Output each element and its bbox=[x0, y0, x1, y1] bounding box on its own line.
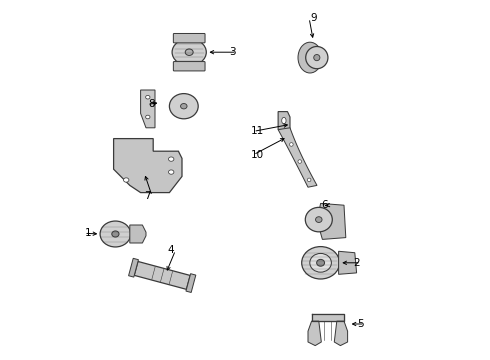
Ellipse shape bbox=[112, 231, 119, 237]
Text: 1: 1 bbox=[85, 228, 92, 238]
Ellipse shape bbox=[100, 221, 131, 247]
Ellipse shape bbox=[185, 49, 193, 55]
Text: 2: 2 bbox=[353, 258, 360, 268]
Polygon shape bbox=[141, 90, 155, 128]
Ellipse shape bbox=[172, 39, 206, 66]
Polygon shape bbox=[128, 258, 139, 277]
Text: 8: 8 bbox=[148, 99, 155, 109]
Ellipse shape bbox=[298, 42, 322, 73]
Ellipse shape bbox=[169, 157, 174, 161]
Ellipse shape bbox=[170, 94, 198, 119]
Ellipse shape bbox=[298, 160, 301, 163]
Text: 10: 10 bbox=[251, 150, 264, 160]
Polygon shape bbox=[114, 139, 182, 193]
Polygon shape bbox=[278, 112, 290, 130]
Ellipse shape bbox=[306, 46, 328, 69]
Ellipse shape bbox=[180, 104, 187, 109]
FancyBboxPatch shape bbox=[173, 62, 205, 71]
Polygon shape bbox=[186, 274, 196, 292]
Ellipse shape bbox=[302, 247, 340, 279]
Ellipse shape bbox=[307, 178, 311, 182]
Polygon shape bbox=[334, 321, 347, 346]
Ellipse shape bbox=[146, 115, 150, 119]
Text: 3: 3 bbox=[229, 47, 236, 57]
Text: 9: 9 bbox=[310, 13, 317, 23]
Text: 11: 11 bbox=[251, 126, 264, 136]
Polygon shape bbox=[308, 321, 321, 346]
Polygon shape bbox=[134, 261, 190, 289]
Ellipse shape bbox=[305, 207, 332, 232]
FancyBboxPatch shape bbox=[173, 33, 205, 43]
Polygon shape bbox=[319, 203, 346, 239]
Text: 5: 5 bbox=[357, 319, 364, 329]
Ellipse shape bbox=[316, 217, 322, 222]
Ellipse shape bbox=[314, 54, 320, 61]
Ellipse shape bbox=[310, 253, 331, 272]
Ellipse shape bbox=[169, 170, 174, 174]
Ellipse shape bbox=[290, 143, 293, 146]
Ellipse shape bbox=[123, 178, 129, 182]
Text: 7: 7 bbox=[145, 191, 151, 201]
Ellipse shape bbox=[146, 95, 150, 99]
Text: 4: 4 bbox=[168, 245, 174, 255]
Ellipse shape bbox=[317, 259, 324, 266]
Polygon shape bbox=[278, 128, 317, 187]
Polygon shape bbox=[339, 251, 357, 274]
Text: 6: 6 bbox=[321, 200, 327, 210]
Ellipse shape bbox=[282, 117, 286, 124]
Polygon shape bbox=[130, 225, 146, 243]
